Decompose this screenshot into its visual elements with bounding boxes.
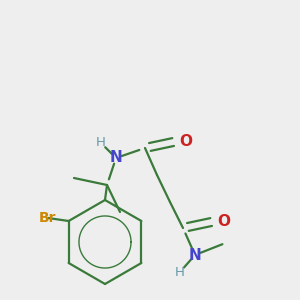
Text: O: O [218, 214, 230, 229]
Text: O: O [179, 134, 193, 148]
Text: Br: Br [39, 211, 57, 225]
Text: H: H [96, 136, 106, 149]
Text: N: N [110, 151, 122, 166]
Text: N: N [189, 248, 201, 262]
Text: H: H [175, 266, 185, 278]
